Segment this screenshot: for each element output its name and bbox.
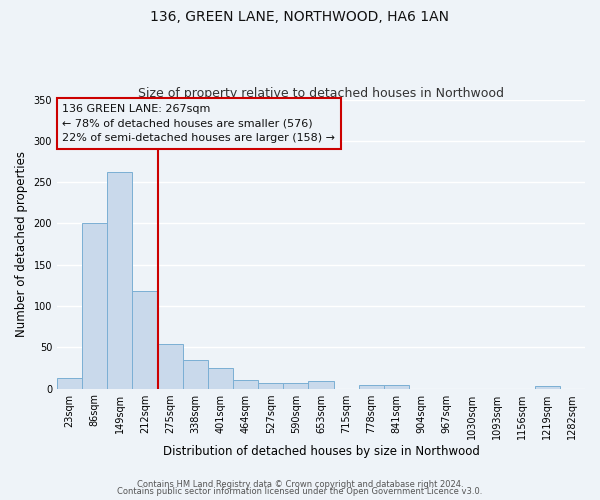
Bar (233, 380, 258, 388)
Bar (133, 291, 158, 388)
Bar (208, 368, 233, 388)
Bar (384, 386, 409, 388)
Title: Size of property relative to detached houses in Northwood: Size of property relative to detached ho… (138, 86, 504, 100)
Bar (158, 344, 183, 389)
Bar (535, 386, 560, 388)
Text: 136, GREEN LANE, NORTHWOOD, HA6 1AN: 136, GREEN LANE, NORTHWOOD, HA6 1AN (151, 10, 449, 24)
Bar (183, 360, 208, 388)
Text: Contains HM Land Registry data © Crown copyright and database right 2024.: Contains HM Land Registry data © Crown c… (137, 480, 463, 489)
Bar (82, 224, 107, 388)
Bar (57, 378, 82, 388)
Bar (359, 386, 384, 388)
Bar (258, 383, 283, 388)
Bar (283, 383, 308, 388)
Bar (308, 381, 334, 388)
Y-axis label: Number of detached properties: Number of detached properties (15, 151, 28, 337)
Text: Contains public sector information licensed under the Open Government Licence v3: Contains public sector information licen… (118, 488, 482, 496)
Text: 136 GREEN LANE: 267sqm
← 78% of detached houses are smaller (576)
22% of semi-de: 136 GREEN LANE: 267sqm ← 78% of detached… (62, 104, 335, 144)
X-axis label: Distribution of detached houses by size in Northwood: Distribution of detached houses by size … (163, 444, 479, 458)
Bar (107, 172, 133, 388)
